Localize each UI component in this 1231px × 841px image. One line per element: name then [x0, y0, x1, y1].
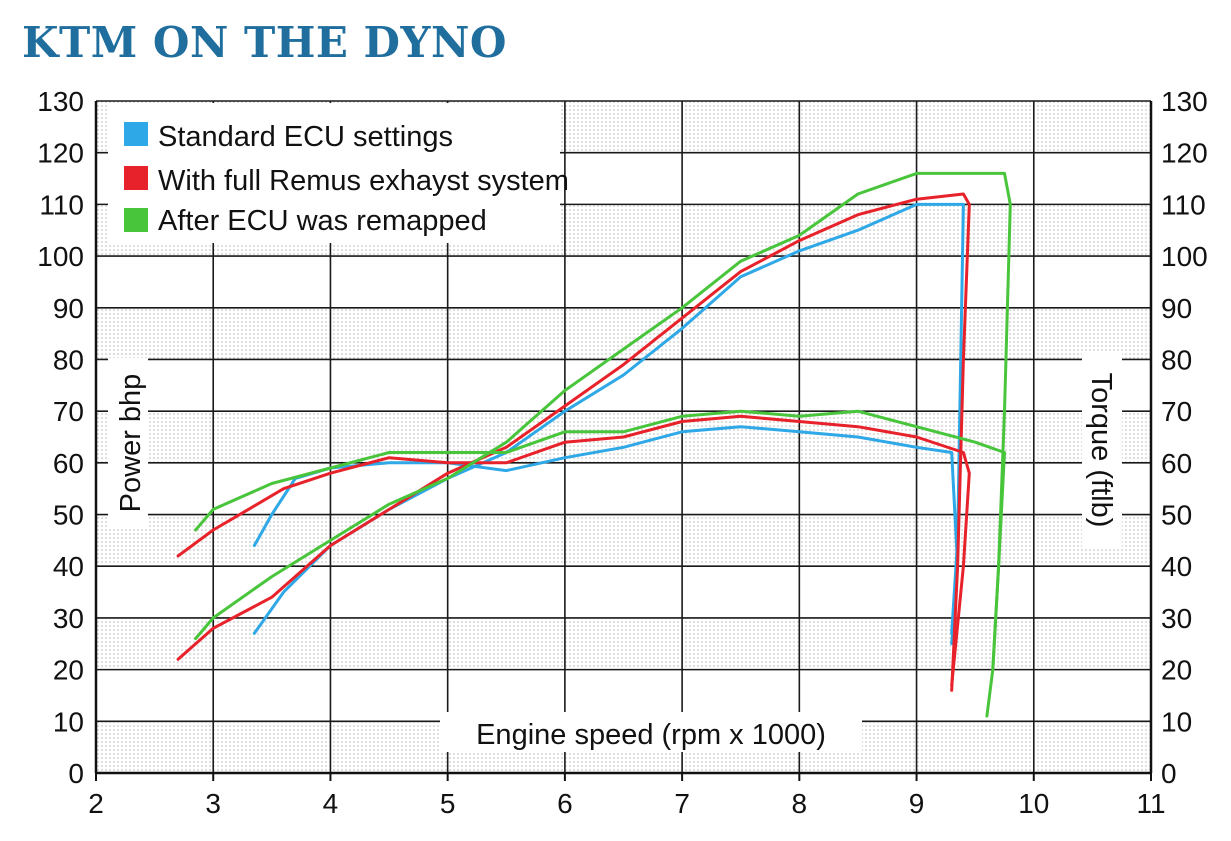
series-remus-power-line	[176, 192, 971, 692]
x-axis-label: Engine speed (rpm x 1000)	[476, 719, 826, 751]
x-tick-label: 10	[1018, 788, 1049, 819]
y-tick-label-right: 0	[1161, 758, 1177, 789]
legend-label-remapped: After ECU was remapped	[158, 205, 487, 237]
y-tick-label-left: 40	[53, 551, 84, 582]
y-tick-label-right: 60	[1161, 448, 1192, 479]
y-tick-label-right: 110	[1161, 189, 1206, 220]
y-tick-label-right: 10	[1161, 706, 1192, 737]
y-tick-label-left: 0	[68, 758, 84, 789]
x-tick-labels: 2 3 4 5 6 7 8 9 10 11	[88, 788, 1165, 819]
y-tick-label-left: 80	[53, 344, 84, 375]
xlabel-backdrop	[440, 712, 862, 752]
y-tick-label-right: 30	[1161, 603, 1192, 634]
y2label-backdrop	[1082, 352, 1122, 548]
legend-box	[108, 103, 560, 243]
y-tick-label-right: 120	[1161, 138, 1208, 169]
y-tick-label-left: 10	[53, 706, 84, 737]
legend-swatch-standard	[124, 122, 148, 146]
y-tick-label-left: 90	[53, 293, 84, 324]
legend-label-standard: Standard ECU settings	[158, 121, 453, 153]
x-tick-label: 3	[205, 788, 221, 819]
series-remapped-power-line	[194, 171, 1012, 672]
series-remapped-torque-line	[194, 409, 1006, 718]
y-tick-label-right: 70	[1161, 396, 1192, 427]
plot-band	[96, 617, 1151, 670]
x-tick-label: 6	[557, 788, 573, 819]
y-tick-label-right: 20	[1161, 655, 1192, 686]
y-axis-label: Power bhp	[115, 374, 147, 513]
x-tick-label: 5	[440, 788, 456, 819]
axes	[94, 101, 1153, 781]
y-tick-labels-left: 0 10 20 30 40 50 60 70 80 90 100 110 120 130	[37, 86, 84, 789]
y-tick-label-right: 40	[1161, 551, 1192, 582]
y2-axis-label: Torque (ftlb)	[1085, 373, 1117, 528]
x-tick-label: 8	[792, 788, 808, 819]
chart-title: KTM ON THE DYNO	[22, 18, 507, 67]
y-tick-label-left: 130	[37, 86, 84, 117]
y-tick-label-right: 100	[1161, 241, 1208, 272]
y-tick-label-left: 100	[37, 241, 84, 272]
legend-swatch-remus	[124, 166, 148, 190]
y-tick-label-left: 60	[53, 448, 84, 479]
x-tick-label: 2	[88, 788, 104, 819]
y-tick-label-left: 120	[37, 138, 84, 169]
x-tick-label: 9	[909, 788, 925, 819]
ylabel-backdrop	[108, 358, 148, 528]
y-tick-label-right: 50	[1161, 500, 1192, 531]
y-tick-label-left: 110	[39, 189, 84, 220]
y-tick-label-right: 80	[1161, 344, 1192, 375]
plot-band	[96, 514, 1151, 567]
y-tick-label-left: 20	[53, 655, 84, 686]
legend-label-remus: With full Remus exhayst system	[158, 165, 569, 197]
legend-swatch-remapped	[124, 208, 148, 232]
series-remus-torque-line	[176, 414, 971, 687]
y-tick-label-left: 30	[53, 603, 84, 634]
legend: Standard ECU settings With full Remus ex…	[108, 103, 569, 243]
x-tick-label: 4	[323, 788, 339, 819]
x-tick-label: 11	[1136, 788, 1165, 819]
y-tick-labels-right: 0 10 20 30 40 50 60 70 80 90 100 110 120 130	[1161, 86, 1208, 789]
y-tick-label-right: 90	[1161, 293, 1192, 324]
series-layer	[176, 171, 1012, 718]
plot-band	[96, 307, 1151, 360]
y-tick-label-left: 70	[53, 396, 84, 427]
y-tick-label-right: 130	[1161, 86, 1208, 117]
x-tick-label: 7	[674, 788, 690, 819]
y-tick-label-left: 50	[53, 500, 84, 531]
